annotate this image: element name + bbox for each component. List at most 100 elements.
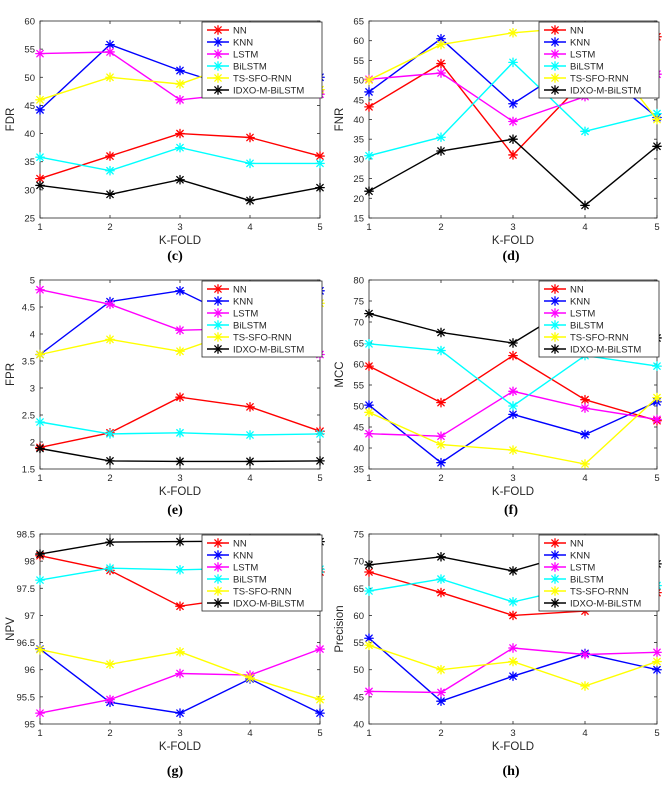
legend-label: NN xyxy=(233,285,247,296)
legend-entry-ts-sfo-rnn: TS-SFO-RNN xyxy=(207,332,292,344)
x-tick-label: 2 xyxy=(438,728,443,739)
data-point-knn xyxy=(436,696,446,707)
legend-marker xyxy=(550,550,560,560)
y-tick-label: 4.5 xyxy=(22,303,35,314)
x-tick-label: 5 xyxy=(317,222,322,233)
y-axis-label: MCC xyxy=(334,361,346,387)
y-tick-label: 65 xyxy=(353,17,364,28)
legend-marker xyxy=(213,61,223,71)
y-tick-label: 60 xyxy=(353,360,364,371)
legend-entry-bilstm: BiLSTM xyxy=(207,574,267,586)
legend-label: NN xyxy=(233,26,247,37)
y-tick-label: 65 xyxy=(353,339,364,350)
data-point-idxo-m-bilstm xyxy=(175,536,185,547)
legend-entry-nn: NN xyxy=(544,284,584,296)
data-point-ts-sfo-rnn xyxy=(508,27,518,38)
data-point-nn xyxy=(105,151,115,161)
y-axis-label: FPR xyxy=(5,363,17,386)
legend-entry-knn: KNN xyxy=(207,37,253,49)
y-tick-label: 70 xyxy=(353,557,364,568)
legend-label: LSTM xyxy=(233,50,258,61)
legend-label: LSTM xyxy=(570,309,595,320)
legend-entry-bilstm: BiLSTM xyxy=(207,61,267,73)
legend-label: KNN xyxy=(233,551,253,562)
data-point-idxo-m-bilstm xyxy=(105,537,115,547)
data-point-ts-sfo-rnn xyxy=(652,392,662,403)
legend-marker xyxy=(213,586,223,596)
series-idxo-m-bilstm xyxy=(35,443,325,467)
y-axis-label: Precision xyxy=(334,605,346,652)
legend-marker xyxy=(213,296,223,306)
data-point-ts-sfo-rnn xyxy=(105,334,115,345)
legend-label: BiLSTM xyxy=(233,575,267,586)
data-point-bilstm xyxy=(35,575,45,585)
y-tick-label: 35 xyxy=(24,157,35,168)
data-point-idxo-m-bilstm xyxy=(175,174,185,185)
legend-entry-idxo-m-bilstm: IDXO-M-BiLSTM xyxy=(207,344,304,356)
data-point-lstm xyxy=(508,386,518,397)
y-tick-label: 97 xyxy=(24,611,35,622)
legend-marker xyxy=(213,550,223,560)
legend-marker xyxy=(213,574,223,584)
data-point-lstm xyxy=(580,649,590,660)
y-tick-label: 4 xyxy=(30,330,35,341)
x-tick-label: 2 xyxy=(107,728,112,739)
data-point-bilstm xyxy=(105,429,115,439)
legend-marker xyxy=(550,344,560,354)
legend-label: BiLSTM xyxy=(570,62,604,73)
data-point-knn xyxy=(364,400,374,411)
series-idxo-m-bilstm xyxy=(35,174,325,206)
data-point-bilstm xyxy=(508,597,518,607)
y-tick-label: 30 xyxy=(353,154,364,165)
data-point-ts-sfo-rnn xyxy=(436,39,446,50)
data-point-bilstm xyxy=(245,158,255,169)
y-tick-label: 55 xyxy=(24,45,35,56)
data-point-lstm xyxy=(175,94,185,105)
data-point-lstm xyxy=(105,47,115,57)
x-tick-label: 5 xyxy=(654,473,659,484)
data-point-bilstm xyxy=(35,152,45,163)
x-tick-label: 4 xyxy=(247,728,252,739)
y-tick-label: 55 xyxy=(353,56,364,67)
data-point-lstm xyxy=(580,403,590,413)
legend-marker xyxy=(213,85,223,95)
data-point-knn xyxy=(364,87,374,97)
legend-label: TS-SFO-RNN xyxy=(233,333,292,344)
data-point-lstm xyxy=(364,428,374,439)
data-point-ts-sfo-rnn xyxy=(35,349,45,360)
legend-label: LSTM xyxy=(233,309,258,320)
legend-box xyxy=(201,21,323,99)
chart-panel-4: 95 95.5 96 96.5 97 97.5 98 98.5 1 2 3 4 5 K-FOLD NPV NN… xyxy=(5,530,325,779)
y-tick-label: 70 xyxy=(353,318,364,329)
data-point-idxo-m-bilstm xyxy=(35,180,45,191)
y-tick-label: 3 xyxy=(30,384,35,395)
data-point-idxo-m-bilstm xyxy=(364,560,374,570)
legend-marker xyxy=(550,598,560,608)
legend-label: NN xyxy=(570,539,584,550)
x-tick-label: 5 xyxy=(317,728,322,739)
y-tick-label: 5 xyxy=(30,276,35,287)
legend-entry-nn: NN xyxy=(207,25,247,37)
subfigure-caption: (d) xyxy=(502,249,519,264)
series-bilstm xyxy=(364,338,662,411)
data-point-nn xyxy=(508,150,518,160)
data-point-lstm xyxy=(35,708,45,718)
y-tick-label: 55 xyxy=(353,381,364,392)
data-point-idxo-m-bilstm xyxy=(652,141,662,152)
data-point-lstm xyxy=(105,299,115,310)
data-point-lstm xyxy=(508,643,518,653)
x-tick-label: 3 xyxy=(177,473,182,484)
data-point-lstm xyxy=(436,431,446,442)
data-point-nn xyxy=(436,58,446,69)
data-point-idxo-m-bilstm xyxy=(35,443,45,454)
series-knn xyxy=(364,633,662,707)
data-point-bilstm xyxy=(364,338,374,349)
y-axis-label: NPV xyxy=(5,617,17,641)
y-tick-label: 50 xyxy=(353,76,364,87)
y-tick-label: 35 xyxy=(353,465,364,476)
data-point-lstm xyxy=(652,414,662,425)
data-point-lstm xyxy=(175,668,185,679)
data-point-nn xyxy=(508,610,518,621)
